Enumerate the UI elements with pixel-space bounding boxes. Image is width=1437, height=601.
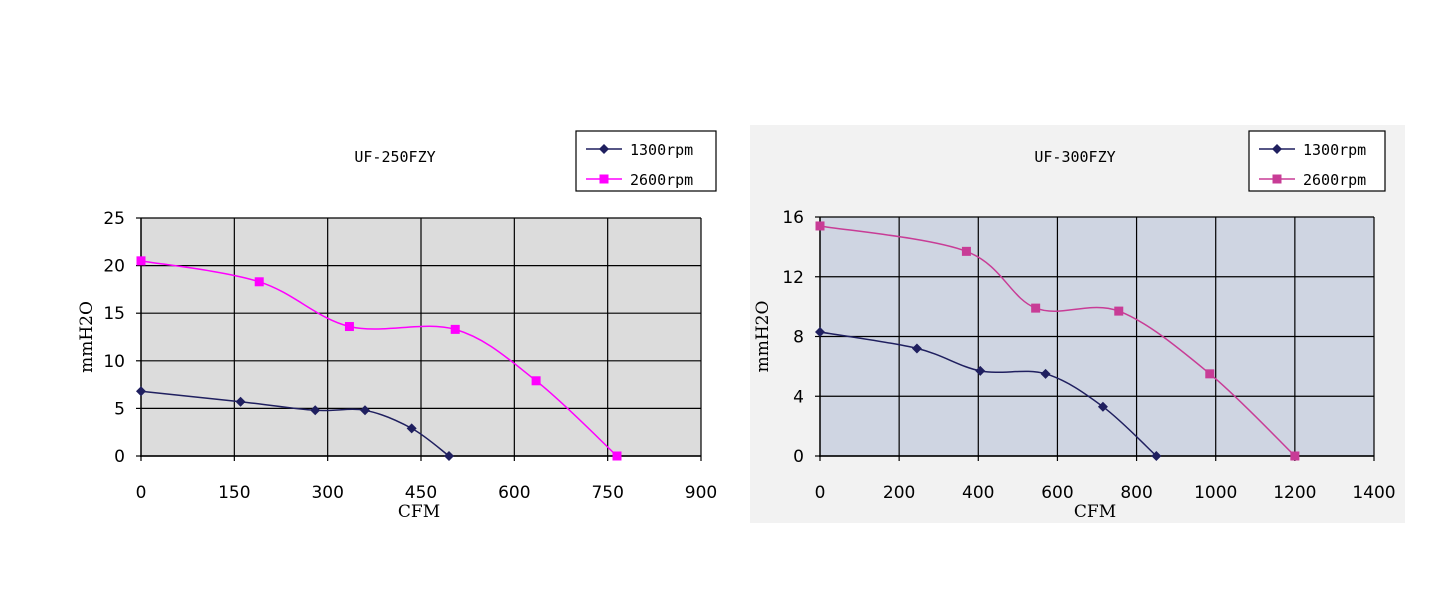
data-point	[235, 396, 246, 407]
series-line	[140, 260, 618, 457]
legend-label: 2600rpm	[1303, 171, 1366, 189]
data-point	[1097, 401, 1108, 412]
y-tick-label: 16	[782, 208, 804, 228]
data-point	[136, 386, 146, 397]
y-tick-label: 5	[114, 399, 125, 419]
chart-2: 0 4 8 12 16 0 200 400 600 800 1000 1200 1400 UF-300FZ…	[750, 125, 1405, 523]
chart-1: 0 5 10 15 20 25 0 150 300 450 600 750 900 UF-250FZY CF…	[77, 130, 717, 522]
y-tick-label: 10	[103, 352, 125, 372]
legend: 1300rpm 2600rpm	[1248, 130, 1386, 192]
x-tick-label: 400	[962, 483, 994, 503]
legend-label: 2600rpm	[630, 171, 693, 189]
x-axis-label: CFM	[1074, 502, 1116, 522]
data-point	[136, 256, 146, 266]
data-point	[344, 322, 354, 332]
x-tick-label: 1200	[1273, 483, 1316, 503]
x-tick-label: 600	[498, 483, 530, 503]
data-point	[360, 405, 370, 416]
x-axis-label: CFM	[398, 502, 440, 522]
data-point	[310, 405, 321, 416]
data-point	[1205, 369, 1215, 379]
legend-swatch-marker	[599, 174, 609, 184]
x-tick-label: 1000	[1194, 483, 1237, 503]
x-tick-label: 300	[311, 483, 343, 503]
legend-swatch-marker	[1272, 174, 1282, 184]
data-point	[1114, 306, 1124, 316]
series-line	[819, 225, 1296, 457]
data-point	[911, 343, 922, 354]
data-point	[254, 277, 264, 287]
data-point	[450, 324, 460, 334]
data-point	[815, 221, 825, 231]
data-point	[612, 451, 622, 461]
x-tick-label: 200	[883, 483, 915, 503]
data-point	[406, 423, 417, 434]
series-2600rpm	[815, 221, 1300, 461]
data-point	[975, 365, 986, 376]
legend-label: 1300rpm	[1303, 141, 1366, 159]
legend-box	[575, 130, 717, 192]
y-tick-label: 25	[103, 209, 125, 229]
legend: 1300rpm 2600rpm	[575, 130, 717, 192]
x-tick-label: 0	[136, 483, 147, 503]
x-tick-label: 750	[591, 483, 623, 503]
y-tick-label: 8	[793, 328, 804, 348]
x-tick-label: 800	[1120, 483, 1152, 503]
y-tick-label: 12	[782, 268, 804, 288]
series-2600rpm	[136, 256, 622, 461]
data-point	[1031, 303, 1041, 313]
series-line	[819, 331, 1157, 457]
legend-box	[1248, 130, 1386, 192]
x-tick-label: 900	[685, 483, 717, 503]
legend-swatch-marker	[1272, 144, 1282, 154]
data-point	[815, 327, 825, 338]
data-point	[531, 376, 541, 386]
legend-label: 1300rpm	[630, 141, 693, 159]
x-tick-label: 600	[1041, 483, 1073, 503]
data-point	[1040, 368, 1051, 379]
data-point	[1151, 451, 1162, 461]
x-tick-label: 1400	[1352, 483, 1395, 503]
chart-title: UF-300FZY	[1034, 148, 1115, 166]
y-axis-label: mmH2O	[77, 301, 97, 373]
chart-title: UF-250FZY	[354, 148, 435, 166]
y-tick-label: 20	[103, 257, 125, 277]
series-1300rpm	[815, 327, 1162, 461]
legend-swatch-marker	[599, 144, 609, 154]
x-tick-label: 150	[218, 483, 250, 503]
x-tick-label: 450	[405, 483, 437, 503]
data-point	[444, 451, 454, 461]
data-point	[1290, 451, 1300, 461]
series-1300rpm	[136, 386, 454, 461]
y-tick-label: 0	[114, 447, 125, 467]
y-tick-label: 0	[793, 447, 804, 467]
y-tick-label: 15	[103, 304, 125, 324]
y-tick-label: 4	[793, 387, 804, 407]
y-axis-label: mmH2O	[753, 301, 773, 373]
data-point	[961, 246, 971, 256]
x-tick-label: 0	[815, 483, 826, 503]
